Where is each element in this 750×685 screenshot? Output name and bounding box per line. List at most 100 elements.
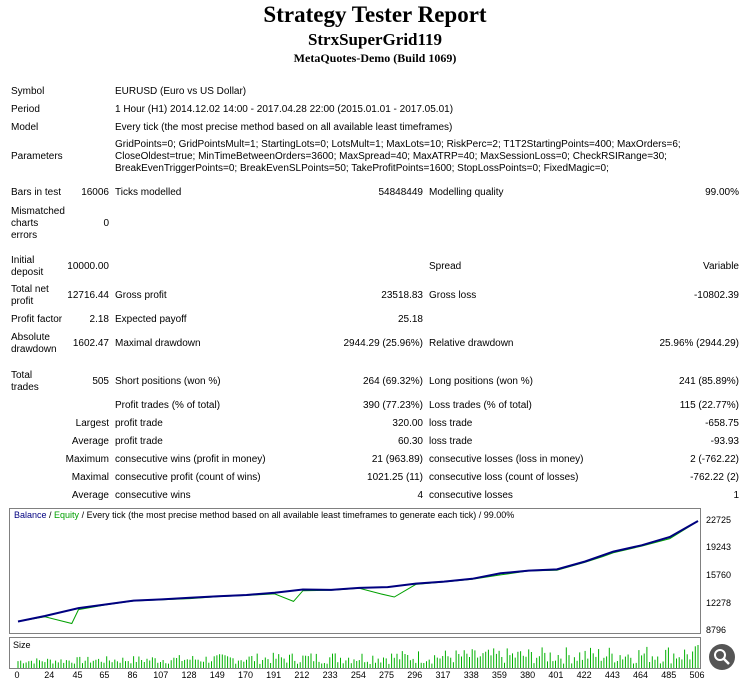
maximal-cl-label: consecutive loss (count of losses) (429, 472, 579, 483)
pf-label: Profit factor (11, 314, 63, 325)
symbol-value: EURUSD (Euro vs US Dollar) (115, 86, 247, 97)
deposit-label-1: Initial (11, 255, 35, 266)
model-label: Model (11, 122, 39, 133)
profit-trades-label: Profit trades (% of total) (115, 400, 221, 411)
x-tick-label: 443 (604, 670, 620, 680)
netprofit-label-2: profit (11, 296, 34, 307)
trades-label-1: Total (11, 370, 33, 381)
size-chart-svg (17, 645, 699, 668)
x-tick-label: 212 (294, 670, 310, 680)
equity-line (17, 520, 699, 625)
average-pt-value: 60.30 (397, 436, 423, 447)
largest-pt-label: profit trade (115, 418, 163, 429)
mismatch-value: 0 (103, 218, 109, 229)
x-tick-label: 338 (463, 670, 479, 680)
y-tick-label: 12278 (706, 597, 732, 608)
gross-profit-label: Gross profit (115, 290, 167, 301)
x-tick-label: 45 (72, 670, 83, 680)
maxdd-value: 2944.29 (25.96%) (343, 338, 423, 349)
average-lt-label: loss trade (429, 436, 473, 447)
payoff-label: Expected payoff (115, 314, 187, 325)
pf-value: 2.18 (89, 314, 109, 325)
absdd-value: 1602.47 (72, 338, 109, 349)
average-label: Average (71, 436, 109, 447)
bars-value: 16006 (81, 187, 109, 198)
y-tick-label: 22725 (706, 515, 732, 525)
quality-label: Modelling quality (429, 187, 504, 198)
largest-lt-value: -658.75 (705, 418, 739, 429)
legend-sep: / (46, 510, 55, 520)
largest-label: Largest (75, 418, 109, 429)
long-value: 241 (85.89%) (678, 376, 739, 387)
average-lt-value: -93.93 (710, 436, 739, 447)
ticks-label: Ticks modelled (115, 187, 182, 198)
payoff-value: 25.18 (397, 314, 423, 325)
x-tick-label: 128 (181, 670, 197, 680)
x-tick-label: 254 (350, 670, 366, 680)
ticks-value: 54848449 (378, 187, 424, 198)
x-tick-label: 485 (661, 670, 677, 680)
max-cl-value: 2 (-762.22) (690, 454, 739, 465)
maximal-cl-value: -762.22 (2) (690, 472, 739, 483)
reldd-label: Relative drawdown (429, 338, 514, 349)
zoom-icon (714, 649, 730, 665)
avg-cl-label: consecutive losses (429, 490, 513, 501)
gross-loss-value: -10802.39 (693, 290, 739, 301)
params-line3: BreakEvenTriggerPoints=0; BreakEvenSLPoi… (115, 163, 609, 174)
x-tick-label: 296 (407, 670, 423, 680)
loss-trades-value: 115 (22.77%) (679, 400, 739, 411)
quality-value: 99.00% (705, 187, 739, 198)
avg-cw-value: 4 (417, 490, 423, 501)
x-tick-label: 317 (435, 670, 451, 680)
x-tick-label: 149 (209, 670, 225, 680)
report-title: Strategy Tester Report (263, 2, 487, 27)
deposit-value: 10000.00 (67, 261, 109, 272)
params-label: Parameters (11, 151, 63, 162)
trades-label-2: trades (11, 382, 39, 393)
balance-line (17, 520, 699, 623)
average-pt-label: profit trade (115, 436, 163, 447)
deposit-label-2: deposit (11, 267, 44, 278)
x-tick-label: 0 (14, 670, 20, 680)
largest-pt-value: 320.00 (392, 418, 423, 429)
netprofit-value: 12716.44 (67, 290, 109, 301)
x-tick-label: 24 (44, 670, 55, 680)
chart-legend: Balance / Equity / Every tick (the most … (14, 510, 514, 521)
maxdd-label: Maximal drawdown (115, 338, 201, 349)
x-tick-label: 170 (237, 670, 253, 680)
x-tick-label: 464 (633, 670, 649, 680)
gross-loss-label: Gross loss (429, 290, 477, 301)
long-label: Long positions (won %) (429, 376, 533, 387)
reldd-value: 25.96% (2944.29) (659, 338, 739, 349)
x-tick-label: 275 (379, 670, 395, 680)
absdd-label-2: drawdown (11, 344, 57, 355)
y-tick-label: 19243 (706, 542, 732, 553)
bars-label: Bars in test (11, 187, 62, 198)
avg-cl-value: 1 (733, 490, 739, 501)
short-value: 264 (69.32%) (362, 376, 423, 387)
mismatch-label-1: Mismatched (11, 206, 65, 217)
build-info: MetaQuotes-Demo (Build 1069) (293, 51, 457, 65)
legend-rest: / Every tick (the most precise method ba… (79, 510, 515, 520)
mismatch-label-2: charts (11, 218, 39, 229)
x-tick-label: 65 (99, 670, 110, 680)
x-tick-label: 380 (520, 670, 536, 680)
largest-lt-label: loss trade (429, 418, 473, 429)
netprofit-label-1: Total net (11, 284, 49, 295)
max-cl-label: consecutive losses (loss in money) (429, 454, 584, 465)
model-value: Every tick (the most precise method base… (115, 122, 453, 133)
x-tick-label: 359 (491, 670, 507, 680)
short-label: Short positions (won %) (115, 376, 221, 387)
x-tick-label: 506 (689, 670, 705, 680)
period-label: Period (11, 104, 40, 115)
x-tick-label: 107 (153, 670, 169, 680)
x-tick-label: 86 (127, 670, 138, 680)
maximal-label: Maximal (71, 472, 109, 483)
legend-equity: Equity (54, 510, 80, 520)
maximal-cp-label: consecutive profit (count of wins) (115, 472, 261, 483)
balance-chart-svg (17, 520, 699, 625)
average2-label: Average (71, 490, 109, 501)
x-tick-label: 233 (322, 670, 338, 680)
maximum-label: Maximum (65, 454, 109, 465)
zoom-button[interactable] (709, 644, 735, 670)
